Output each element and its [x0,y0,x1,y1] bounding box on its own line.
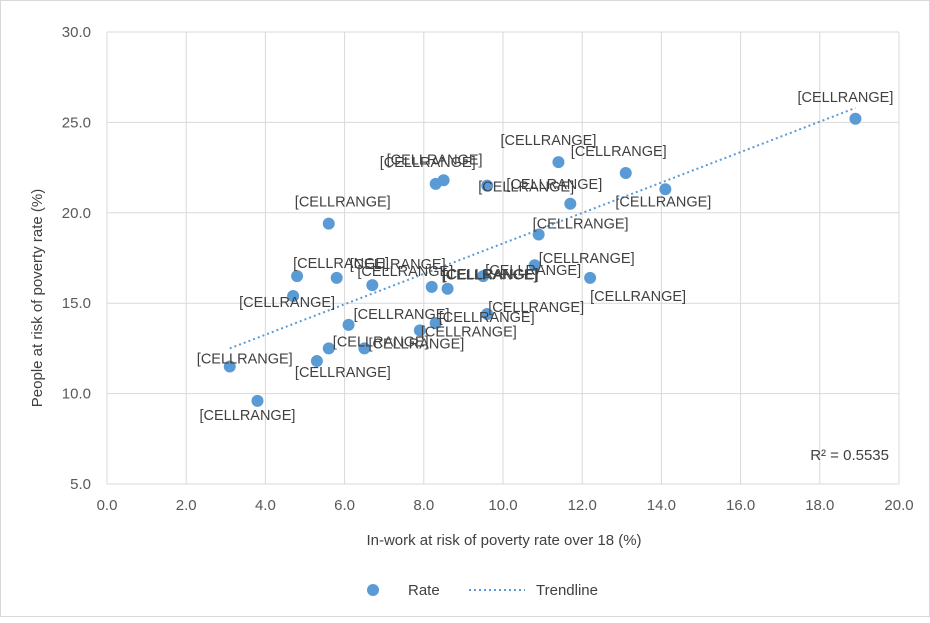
data-point [441,282,454,295]
data-label: [CELLRANGE] [350,257,446,273]
data-point [528,259,541,272]
x-tick-label: 8.0 [413,497,434,514]
data-point [291,270,304,283]
data-point [366,279,379,292]
data-label: [CELLRANGE] [539,251,635,267]
data-point [849,112,862,125]
data-point [342,318,355,331]
trendline [229,107,856,350]
data-point [564,197,577,210]
data-label: [CELLRANGE] [239,295,335,311]
data-label: [CELLRANGE] [590,289,686,305]
y-tick-label: 15.0 [62,295,91,312]
legend-label-rate: Rate [408,582,440,599]
data-label: [CELLRANGE] [357,264,453,280]
data-label: [CELLRANGE] [295,195,391,211]
data-point [619,167,632,180]
data-label: [CELLRANGE] [506,177,602,193]
trendline-layer [229,107,856,350]
data-point [413,324,426,337]
x-tick-label: 20.0 [884,497,913,514]
x-tick-label: 2.0 [176,497,197,514]
legend: Rate Trendline [367,582,598,599]
data-label: [CELLRANGE] [500,133,596,149]
data-point [429,177,442,190]
y-tick-label: 5.0 [70,476,91,493]
y-tick-label: 10.0 [62,386,91,403]
data-point [358,342,371,355]
data-points [223,112,862,407]
data-point [477,270,490,283]
data-label: [CELLRANGE] [421,324,517,340]
data-label: [CELLRANGE] [439,310,535,326]
x-tick-label: 4.0 [255,497,276,514]
data-label: [CELLRANGE] [478,180,574,196]
data-label: [CELLRANGE] [797,90,893,106]
gridlines [106,31,900,485]
data-label: [CELLRANGE] [387,152,483,168]
x-tick-label: 12.0 [568,497,597,514]
data-label: [CELLRANGE] [485,263,581,279]
data-label: [CELLRANGE] [443,267,539,283]
data-point [532,228,545,241]
data-point [310,355,323,368]
x-tick-label: 0.0 [97,497,118,514]
data-label: [CELLRANGE] [571,144,667,160]
data-label: [CELLRANGE] [533,216,629,232]
x-tick-label: 6.0 [334,497,355,514]
data-label: [CELLRANGE] [488,300,584,316]
y-axis-label: People at risk of poverty rate (%) [29,189,46,407]
r-squared-label: R² = 0.5535 [810,447,889,464]
data-label: [CELLRANGE] [293,256,389,272]
data-labels: [CELLRANGE][CELLRANGE][CELLRANGE][CELLRA… [197,90,894,424]
data-label: [CELLRANGE] [442,268,538,284]
data-label: [CELLRANGE] [200,408,296,424]
data-point [552,156,565,169]
data-label: [CELLRANGE] [380,155,476,171]
y-tick-label: 25.0 [62,114,91,131]
data-label: [CELLRANGE] [295,365,391,381]
x-tick-labels: 0.0 2.0 4.0 6.0 8.0 10.0 12.0 14.0 16.0 18.0 20.0 [97,497,914,514]
x-tick-label: 10.0 [488,497,517,514]
data-point [481,179,494,192]
data-label: [CELLRANGE] [354,307,450,323]
y-tick-labels: 5.0 10.0 15.0 20.0 25.0 30.0 [62,24,91,493]
data-point [584,271,597,284]
legend-marker-rate [367,584,379,596]
x-axis-label: In-work at risk of poverty rate over 18 … [366,532,641,549]
x-tick-label: 18.0 [805,497,834,514]
data-point [322,342,335,355]
data-point [287,289,300,302]
data-point [481,308,494,321]
y-tick-label: 30.0 [62,24,91,41]
data-label: [CELLRANGE] [197,351,293,367]
data-point [322,217,335,230]
x-tick-label: 16.0 [726,497,755,514]
y-tick-label: 20.0 [62,205,91,222]
data-point [330,271,343,284]
data-point [223,360,236,373]
data-point [659,183,672,196]
data-label: [CELLRANGE] [333,334,429,350]
data-point [425,280,438,293]
data-point [251,394,264,407]
data-label: [CELLRANGE] [368,336,464,352]
legend-label-trendline: Trendline [536,582,598,599]
data-point [429,317,442,330]
x-tick-label: 14.0 [647,497,676,514]
data-label: [CELLRANGE] [615,194,711,210]
